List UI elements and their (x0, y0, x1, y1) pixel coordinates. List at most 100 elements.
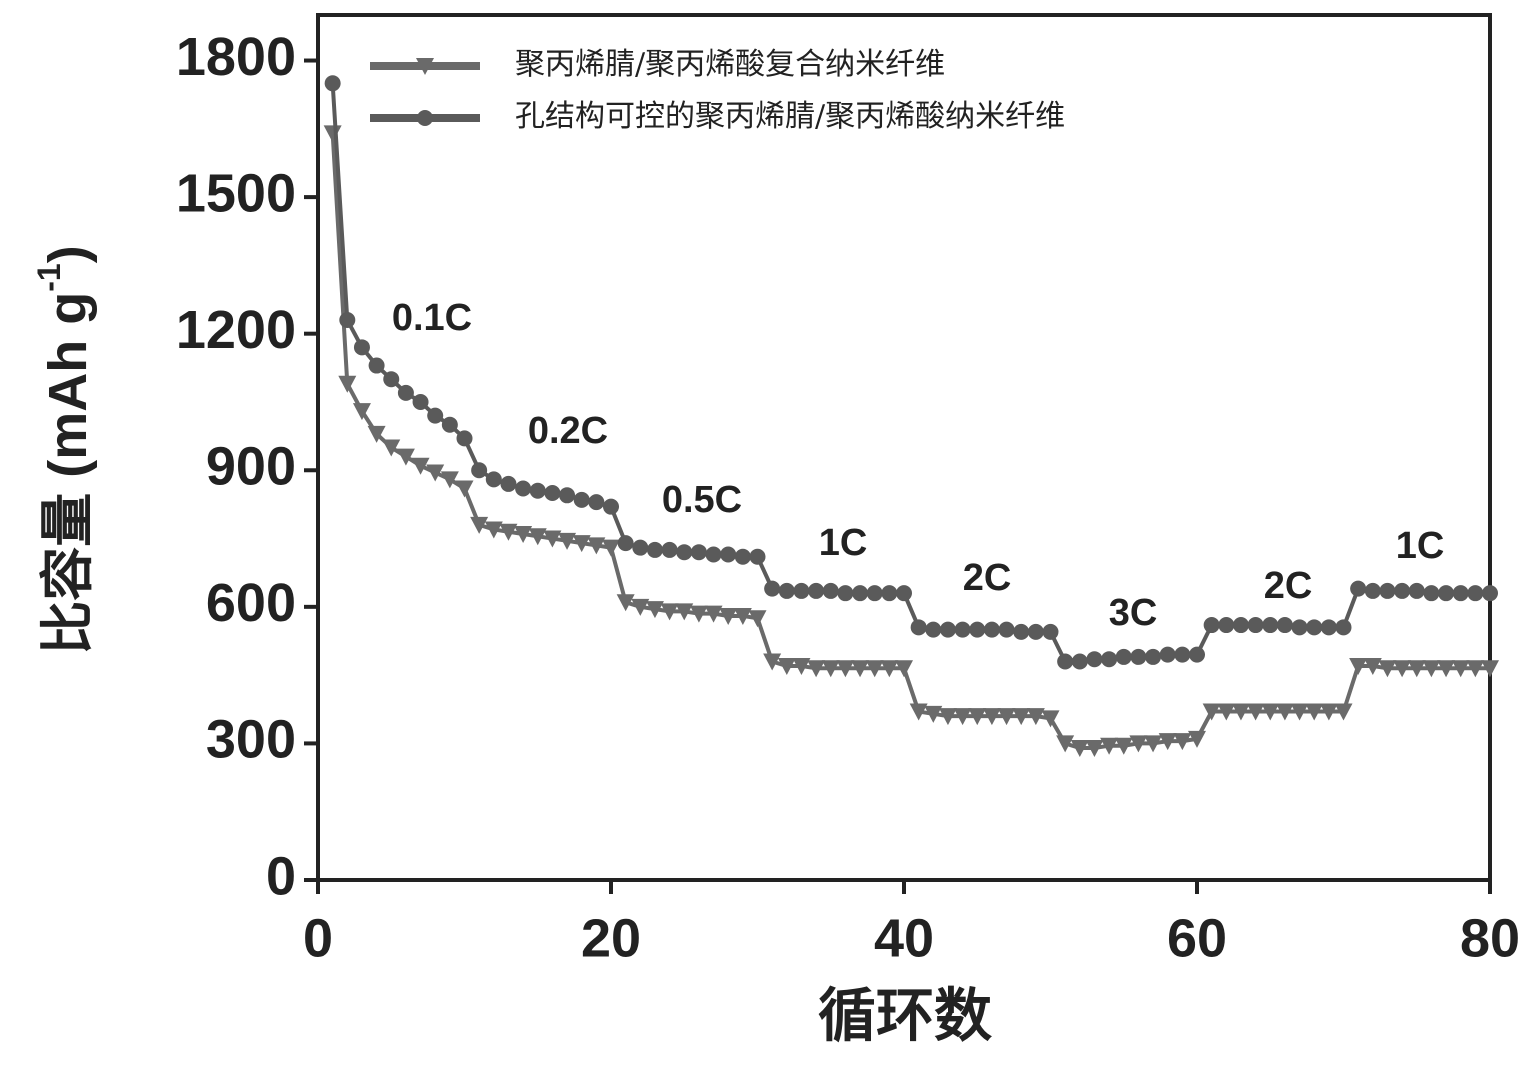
y-label-end: ) (38, 245, 98, 263)
legend-label: 孔结构可控的聚丙烯腈/聚丙烯酸纳米纤维 (515, 99, 1065, 134)
data-point (573, 491, 590, 508)
rate-annotation: 1C (1396, 525, 1445, 567)
data-point (777, 658, 796, 676)
data-point (484, 521, 503, 539)
data-point (1217, 703, 1236, 721)
data-point (1290, 703, 1309, 721)
data-point (837, 585, 854, 602)
data-point (1232, 617, 1249, 634)
data-point (676, 544, 693, 561)
data-point (968, 708, 987, 726)
data-point (689, 605, 708, 623)
data-point (352, 403, 371, 421)
data-point (1379, 582, 1396, 599)
data-point (1026, 708, 1045, 726)
data-point (895, 660, 913, 678)
data-point (645, 601, 664, 619)
data-point (1437, 660, 1456, 678)
data-point (1334, 703, 1353, 721)
data-point (1129, 735, 1148, 753)
data-point (1306, 619, 1323, 636)
data-point (427, 407, 444, 424)
data-point (1012, 708, 1031, 726)
x-tick-label: 40 (874, 908, 934, 968)
data-point (588, 494, 605, 511)
data-point (339, 312, 356, 329)
series-line (330, 133, 1490, 750)
data-point (1027, 623, 1044, 640)
data-point (748, 610, 767, 628)
data-point (1364, 582, 1381, 599)
data-point (1422, 660, 1441, 678)
data-point (1452, 585, 1469, 602)
data-point (1085, 739, 1104, 757)
data-point (616, 594, 635, 612)
data-point (396, 448, 415, 466)
data-point (529, 482, 546, 499)
data-point (1320, 619, 1337, 636)
data-point (572, 535, 591, 553)
data-point (954, 621, 971, 638)
data-point (1189, 646, 1205, 663)
data-point (470, 516, 489, 534)
legend-marker (416, 58, 434, 75)
data-point (1467, 585, 1484, 602)
data-point (704, 605, 723, 623)
data-point (455, 480, 474, 498)
data-point (499, 523, 518, 541)
data-point (412, 393, 429, 410)
data-point (998, 621, 1015, 638)
data-point (1071, 653, 1088, 670)
y-label-main: 比容量 (mAh g (38, 292, 98, 655)
y-label-sup: -1 (31, 263, 67, 291)
data-point (851, 660, 870, 678)
data-point (528, 528, 547, 546)
plot-frame (316, 13, 1492, 882)
data-point (1158, 733, 1177, 751)
data-point (1438, 585, 1455, 602)
data-point (383, 371, 400, 388)
data-point (690, 544, 707, 561)
y-tick-label: 1500 (176, 163, 296, 223)
data-point (485, 471, 502, 488)
data-point (426, 464, 445, 482)
data-point (1407, 660, 1426, 678)
data-point (1247, 617, 1264, 634)
data-point (440, 471, 459, 489)
data-point (1145, 648, 1162, 665)
data-point (1482, 585, 1498, 602)
data-point (514, 526, 533, 543)
x-tick-label: 20 (581, 908, 641, 968)
data-point (749, 548, 766, 565)
data-point (1349, 658, 1368, 676)
data-point (881, 585, 898, 602)
data-point (1276, 617, 1293, 634)
data-point (808, 582, 825, 599)
data-point (1174, 646, 1191, 663)
data-point (353, 339, 370, 356)
data-point (1466, 660, 1485, 678)
data-point (660, 603, 679, 621)
rate-annotation: 2C (1264, 565, 1313, 607)
data-point (865, 660, 884, 678)
data-point (632, 539, 649, 556)
data-point (515, 480, 532, 497)
data-point (969, 621, 986, 638)
data-point (1231, 703, 1250, 721)
data-point (602, 539, 620, 557)
x-tick-label: 60 (1167, 908, 1227, 968)
rate-annotation: 3C (1109, 592, 1158, 634)
data-point (1115, 648, 1132, 665)
data-point (1159, 646, 1176, 663)
data-point (1275, 703, 1294, 721)
data-point (1101, 651, 1118, 668)
data-point (822, 582, 839, 599)
data-point (1130, 648, 1147, 665)
y-tick-label: 1200 (176, 300, 296, 360)
data-point (1057, 653, 1074, 670)
data-point (558, 532, 577, 550)
data-point (1086, 651, 1103, 668)
rate-annotation: 0.5C (662, 479, 742, 521)
data-point (997, 708, 1016, 726)
